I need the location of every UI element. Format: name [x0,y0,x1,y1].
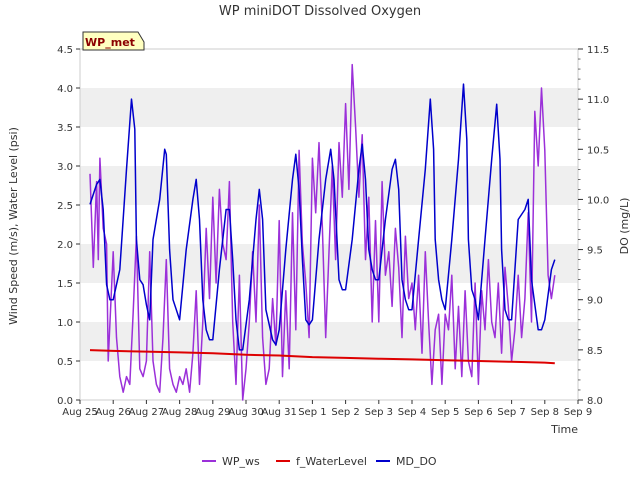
right-tick-label: 10.0 [587,195,609,206]
left-axis: 0.0 0.5 1.0 1.5 2.0 2.5 3.0 3.5 4.0 4.5 [57,45,80,407]
right-axis-label: DO (mg/L) [618,198,631,255]
grid-band [80,88,578,127]
series-layer [89,63,556,401]
series-line-wp-ws [89,63,556,401]
right-tick-label: 11.5 [587,45,609,56]
left-tick-label: 3.5 [57,123,73,134]
x-tick-label: Aug 28 [162,407,197,418]
x-tick-label: Aug 31 [261,407,296,418]
badge-shape [82,31,145,51]
left-axis-label: Wind Speed (m/s), Water Level (psi) [7,127,20,325]
left-tick-label: 4.5 [57,45,73,56]
x-tick-label: Sep 7 [497,407,525,418]
x-tick-label: Aug 25 [62,407,97,418]
right-tick-label: 11.0 [587,95,609,106]
x-tick-label: Sep 9 [564,407,592,418]
right-tick-label: 8.5 [587,346,603,357]
x-tick-label: Sep 6 [464,407,492,418]
chart-title: WP miniDOT Dissolved Oxygen [219,4,421,19]
x-tick-label: Aug 27 [129,407,164,418]
x-tick-label: Aug 26 [95,407,130,418]
right-axis: 8.0 8.5 9.0 9.5 10.0 10.5 11.0 11.5 [578,45,609,407]
badge-label: WP_met [85,36,135,49]
x-tick-label: Sep 2 [331,407,359,418]
left-tick-label: 4.0 [57,84,73,95]
right-tick-label: 9.5 [587,246,603,257]
right-tick-label: 9.0 [587,296,603,307]
x-tick-label: Sep 8 [531,407,559,418]
left-tick-label: 1.5 [57,279,73,290]
right-tick-label: 8.0 [587,396,603,407]
legend-label-f-waterlevel: f_WaterLevel [296,455,367,468]
x-tick-label: Aug 29 [195,407,230,418]
left-tick-label: 0.5 [57,357,73,368]
grid-band [80,166,578,205]
left-tick-label: 3.0 [57,162,73,173]
right-tick-label: 10.5 [587,145,609,156]
left-tick-label: 2.0 [57,240,73,251]
left-tick-label: 1.0 [57,318,73,329]
series-line-md-do [89,83,556,351]
legend-label-wp-ws: WP_ws [222,455,260,468]
legend-label-md-do: MD_DO [396,455,437,468]
legend: WP_ws f_WaterLevel MD_DO [202,455,437,468]
left-tick-label: 0.0 [57,396,73,407]
x-tick-label: Sep 3 [365,407,393,418]
series-line-f-waterlevel [89,349,555,365]
x-tick-label: Aug 30 [228,407,263,418]
x-tick-label: Sep 1 [298,407,326,418]
plot-frame [79,48,579,401]
station-badge: WP_met [82,31,145,51]
x-axis-label: Time [550,423,578,436]
x-tick-label: Sep 5 [431,407,459,418]
left-tick-label: 2.5 [57,201,73,212]
x-tick-label: Sep 4 [398,407,426,418]
